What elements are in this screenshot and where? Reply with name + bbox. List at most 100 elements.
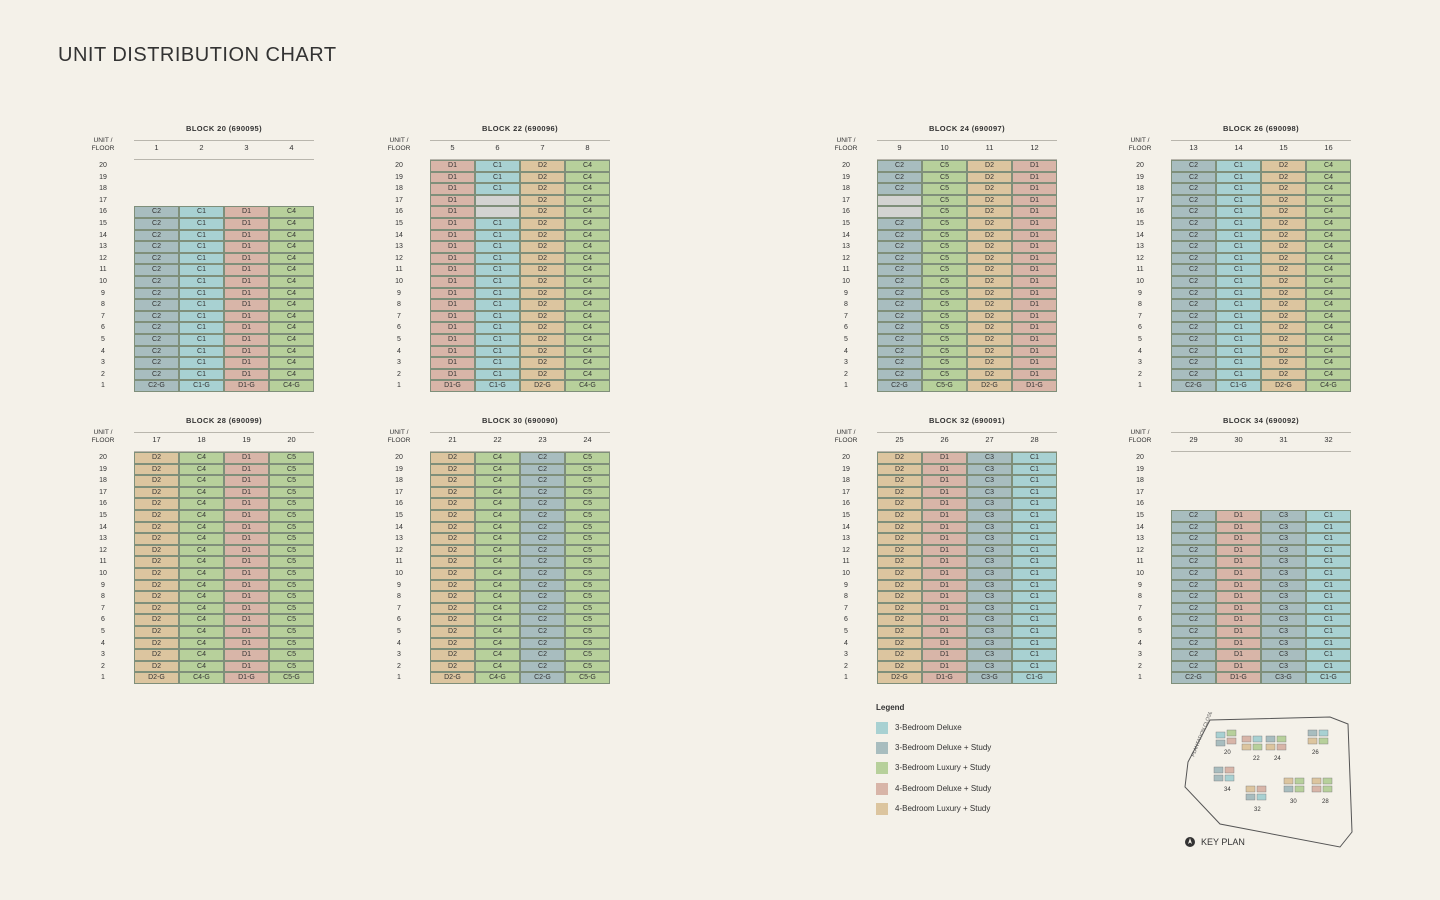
floor-label: 6 bbox=[101, 616, 105, 624]
unit-cell: D1 bbox=[430, 287, 475, 300]
legend-label: 4-Bedroom Deluxe + Study bbox=[895, 783, 992, 793]
unit-cell: D2 bbox=[1261, 334, 1306, 346]
unit-cell: C2 bbox=[877, 299, 922, 311]
unit-number: 2 bbox=[199, 143, 204, 152]
key-plan-road-label: PLANTATION CLOSE bbox=[1190, 712, 1214, 758]
unit-cell: C2 bbox=[134, 206, 179, 218]
unit-cell: C5 bbox=[565, 486, 610, 499]
floor-label: 9 bbox=[1138, 581, 1142, 589]
unit-cell: D1 bbox=[1216, 556, 1261, 568]
unit-cell: C3 bbox=[967, 544, 1012, 557]
unit-cell: D2 bbox=[520, 241, 565, 253]
unit-cell: C5 bbox=[922, 218, 967, 230]
unit-cell: C2 bbox=[134, 345, 179, 358]
unit-cell: C4 bbox=[475, 463, 520, 476]
unit-cell: D1 bbox=[1012, 241, 1057, 253]
unit-cell: C4 bbox=[475, 637, 520, 650]
unit-number: 3 bbox=[244, 143, 249, 152]
unit-cell: D2 bbox=[430, 637, 475, 650]
unit-cell: D1 bbox=[224, 568, 269, 580]
unit-cell: D1 bbox=[922, 498, 967, 510]
floor-label: 12 bbox=[395, 546, 403, 554]
unit-cell: C2 bbox=[134, 218, 179, 230]
unit-cell: C3 bbox=[967, 626, 1012, 638]
unit-cell: C2 bbox=[520, 579, 565, 592]
unit-cell: C4 bbox=[179, 510, 224, 522]
legend-swatch bbox=[876, 722, 888, 734]
unit-cell: D2 bbox=[877, 602, 922, 615]
unit-cell: D2 bbox=[520, 345, 565, 358]
unit-cell: D1 bbox=[224, 287, 269, 300]
unit-cell: D1 bbox=[1216, 544, 1261, 557]
floor-label: 4 bbox=[397, 639, 401, 647]
unit-cell: D2 bbox=[877, 521, 922, 534]
unit-cell: C4 bbox=[565, 287, 610, 300]
floor-label: 14 bbox=[99, 231, 107, 239]
unit-cell: D1 bbox=[224, 498, 269, 510]
unit-cell: C1 bbox=[1306, 591, 1351, 603]
key-plan-label-20: 20 bbox=[1224, 750, 1231, 756]
unit-cell: C5 bbox=[269, 452, 314, 464]
header-divider bbox=[877, 140, 1057, 141]
floor-label: 1 bbox=[101, 382, 105, 390]
floor-label: 19 bbox=[842, 465, 850, 473]
unit-cell: C3-G bbox=[1261, 672, 1306, 684]
unit-cell: C5 bbox=[565, 510, 610, 522]
unit-cell: C5 bbox=[565, 498, 610, 510]
unit-cell: C2 bbox=[877, 252, 922, 265]
unit-cell: C4 bbox=[269, 264, 314, 276]
unit-cell: C2 bbox=[877, 368, 922, 381]
unit-cell: D2-G bbox=[877, 672, 922, 684]
unit-cell: C2 bbox=[520, 614, 565, 626]
unit-cell: D2 bbox=[967, 276, 1012, 288]
floor-label: 4 bbox=[1138, 639, 1142, 647]
unit-cell: D2 bbox=[967, 264, 1012, 276]
unit-cell: C1 bbox=[179, 368, 224, 381]
floor-label: 15 bbox=[99, 220, 107, 227]
unit-cell: D2 bbox=[520, 229, 565, 242]
unit-cell: C5 bbox=[922, 252, 967, 265]
unit-cell: C4 bbox=[179, 486, 224, 499]
unit-cell: D2 bbox=[134, 510, 179, 522]
unit-cell: C4 bbox=[1306, 368, 1351, 381]
unit-cell: D2 bbox=[877, 452, 922, 464]
unit-cell: D1 bbox=[922, 602, 967, 615]
unit-cell: C4 bbox=[269, 357, 314, 369]
floor-label: 16 bbox=[1136, 500, 1144, 508]
unit-cell: D1 bbox=[430, 357, 475, 369]
unit-cell: C5 bbox=[565, 533, 610, 545]
unit-cell: C4 bbox=[475, 452, 520, 464]
unit-cell: C4-G bbox=[179, 672, 224, 684]
unit-cell: C2 bbox=[520, 660, 565, 673]
unit-cell: D2 bbox=[430, 649, 475, 661]
unit-cell: C3 bbox=[1261, 510, 1306, 522]
unit-cell: D2 bbox=[1261, 229, 1306, 242]
unit-cell: D2 bbox=[967, 160, 1012, 172]
unit-cell: D2 bbox=[967, 252, 1012, 265]
floor-label: 16 bbox=[1136, 208, 1144, 216]
unit-cell: D2 bbox=[967, 206, 1012, 218]
unit-cell: D2 bbox=[967, 183, 1012, 195]
unit-cell: C4 bbox=[269, 241, 314, 253]
unit-cell: C4 bbox=[1306, 345, 1351, 358]
unit-cell: D2 bbox=[877, 626, 922, 638]
floor-label: 10 bbox=[1136, 278, 1144, 285]
floor-label: 19 bbox=[395, 173, 403, 181]
unit-floor-label: UNIT / FLOOR bbox=[1128, 137, 1152, 152]
unit-cell: C4-G bbox=[475, 672, 520, 684]
unit-floor-label: UNIT / FLOOR bbox=[91, 137, 115, 152]
unit-number: 1 bbox=[154, 143, 159, 152]
floor-label: 10 bbox=[1136, 570, 1144, 577]
unit-cell: C5 bbox=[269, 591, 314, 603]
unit-cell: D2 bbox=[520, 264, 565, 276]
floor-label: 6 bbox=[101, 324, 105, 332]
unit-cell: C3 bbox=[967, 533, 1012, 545]
unit-cell: D2 bbox=[134, 544, 179, 557]
unit-cell: D1 bbox=[1216, 579, 1261, 592]
unit-cell: C4 bbox=[1306, 264, 1351, 276]
floor-label: 18 bbox=[1136, 185, 1144, 193]
unit-cell: C5 bbox=[565, 568, 610, 580]
unit-cell: C5 bbox=[922, 276, 967, 288]
unit-cell: D2 bbox=[430, 498, 475, 510]
unit-cell: D1 bbox=[1216, 568, 1261, 580]
